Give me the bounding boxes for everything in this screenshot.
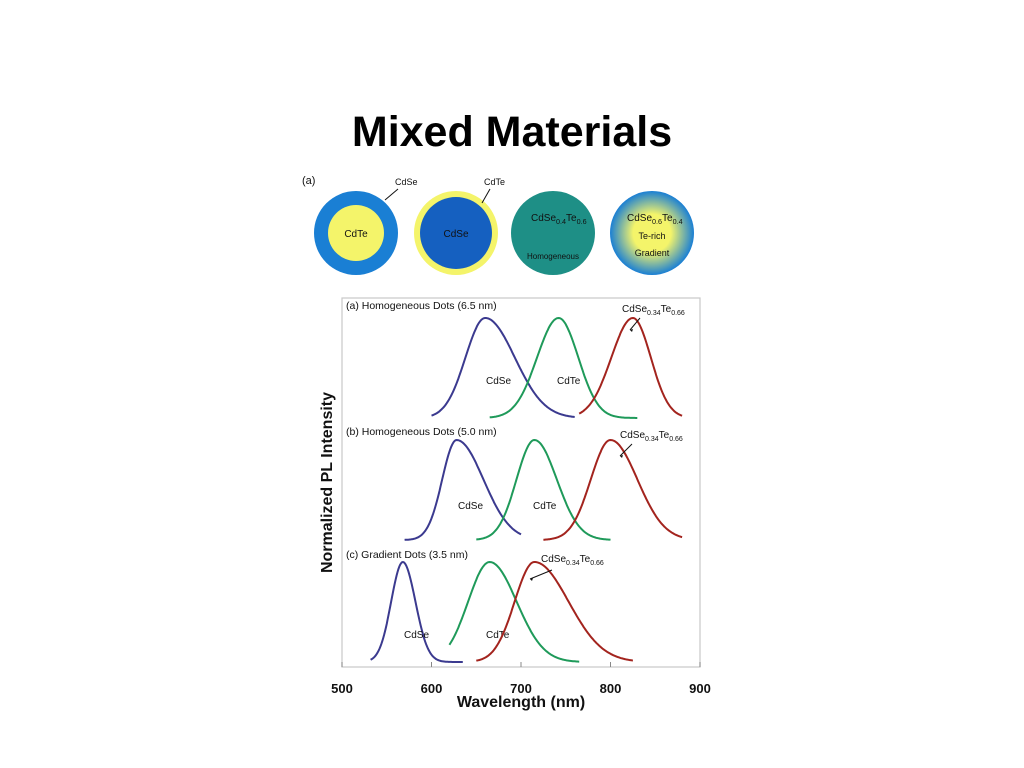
schematic-panel-label: (a): [302, 175, 315, 187]
x-tick-label: 800: [600, 681, 622, 696]
dot-core-label: CdSe: [443, 229, 468, 240]
series-label: CdSe: [458, 501, 483, 512]
formula-text: CdSe: [620, 430, 645, 441]
dot-core-2: [420, 197, 492, 269]
x-axis-label: Wavelength (nm): [457, 694, 585, 711]
series-line-cdse: [370, 560, 463, 663]
x-tick-label: 900: [689, 681, 711, 696]
formula-subscript: 0.6: [652, 217, 662, 226]
formula-subscript: 0.34: [647, 310, 661, 317]
dot-shell-label: CdTe: [484, 177, 505, 187]
formula-subscript: 0.66: [590, 560, 604, 567]
series-line-alloy: [578, 316, 683, 417]
arrow-head: [630, 329, 633, 332]
formula-text: Te: [566, 213, 577, 224]
series-line-alloy: [476, 561, 634, 662]
series-line-cdse: [431, 317, 575, 418]
series-label-alloy: CdSe0.34Te0.66: [620, 430, 683, 443]
formula-subscript: 0.6: [577, 217, 587, 226]
arrow-head: [620, 455, 623, 458]
panel-title: (c) Gradient Dots (3.5 nm): [346, 549, 468, 561]
formula-subscript: 0.34: [645, 436, 659, 443]
dot-homogeneous: [511, 191, 595, 275]
formula-subscript: 0.66: [669, 436, 683, 443]
formula-subscript: 0.4: [673, 217, 683, 226]
dot-gradient: [610, 191, 694, 275]
series-label: CdTe: [486, 630, 510, 641]
dot-caption: Homogeneous: [527, 252, 579, 261]
series-line-cdte: [489, 316, 638, 419]
leader-line: [481, 188, 491, 204]
series-label-alloy: CdSe0.34Te0.66: [541, 554, 604, 567]
series-label: CdSe: [404, 630, 429, 641]
series-label: CdTe: [557, 376, 581, 387]
slide-title: Mixed Materials: [351, 108, 673, 156]
formula-text: Te: [580, 554, 591, 565]
formula-text: Te: [662, 213, 673, 224]
series-line-cdse: [404, 438, 522, 541]
dot-mid-label: Te-rich: [638, 231, 665, 241]
annotation-arrow: [629, 317, 641, 331]
dot-shell-label: CdSe: [395, 177, 418, 187]
formula-subscript: 0.4: [556, 217, 566, 226]
annotation-arrow: [619, 443, 633, 457]
formula-text: CdSe: [531, 213, 556, 224]
series-line-cdte: [476, 438, 611, 541]
x-tick-label: 700: [510, 681, 532, 696]
series-label: CdTe: [533, 501, 557, 512]
dot-formula: CdSe0.6Te0.4: [627, 213, 683, 226]
formula-subscript: 0.66: [671, 310, 685, 317]
leader-line: [384, 188, 399, 201]
formula-text: Te: [659, 430, 670, 441]
series-label: CdSe: [486, 376, 511, 387]
arrow-head: [530, 578, 533, 581]
series-line-cdte: [448, 560, 580, 663]
formula-text: CdSe: [627, 213, 652, 224]
x-tick-label: 600: [421, 681, 443, 696]
dot-caption: Gradient: [635, 248, 670, 258]
series-line-alloy: [543, 438, 683, 541]
y-axis-label: Normalized PL Intensity: [319, 392, 336, 573]
annotation-arrow: [529, 569, 553, 580]
panel-title: (b) Homogeneous Dots (5.0 nm): [346, 426, 497, 438]
formula-text: Te: [661, 304, 672, 315]
formula-subscript: 0.34: [566, 560, 580, 567]
panel-title: (a) Homogeneous Dots (6.5 nm): [346, 300, 497, 312]
dot-core-1: [328, 205, 384, 261]
series-label-alloy: CdSe0.34Te0.66: [622, 304, 685, 317]
formula-text: CdSe: [622, 304, 647, 315]
dot-core-label: CdTe: [344, 229, 368, 240]
x-tick-label: 500: [331, 681, 353, 696]
formula-text: CdSe: [541, 554, 566, 565]
dot-formula: CdSe0.4Te0.6: [531, 213, 587, 226]
